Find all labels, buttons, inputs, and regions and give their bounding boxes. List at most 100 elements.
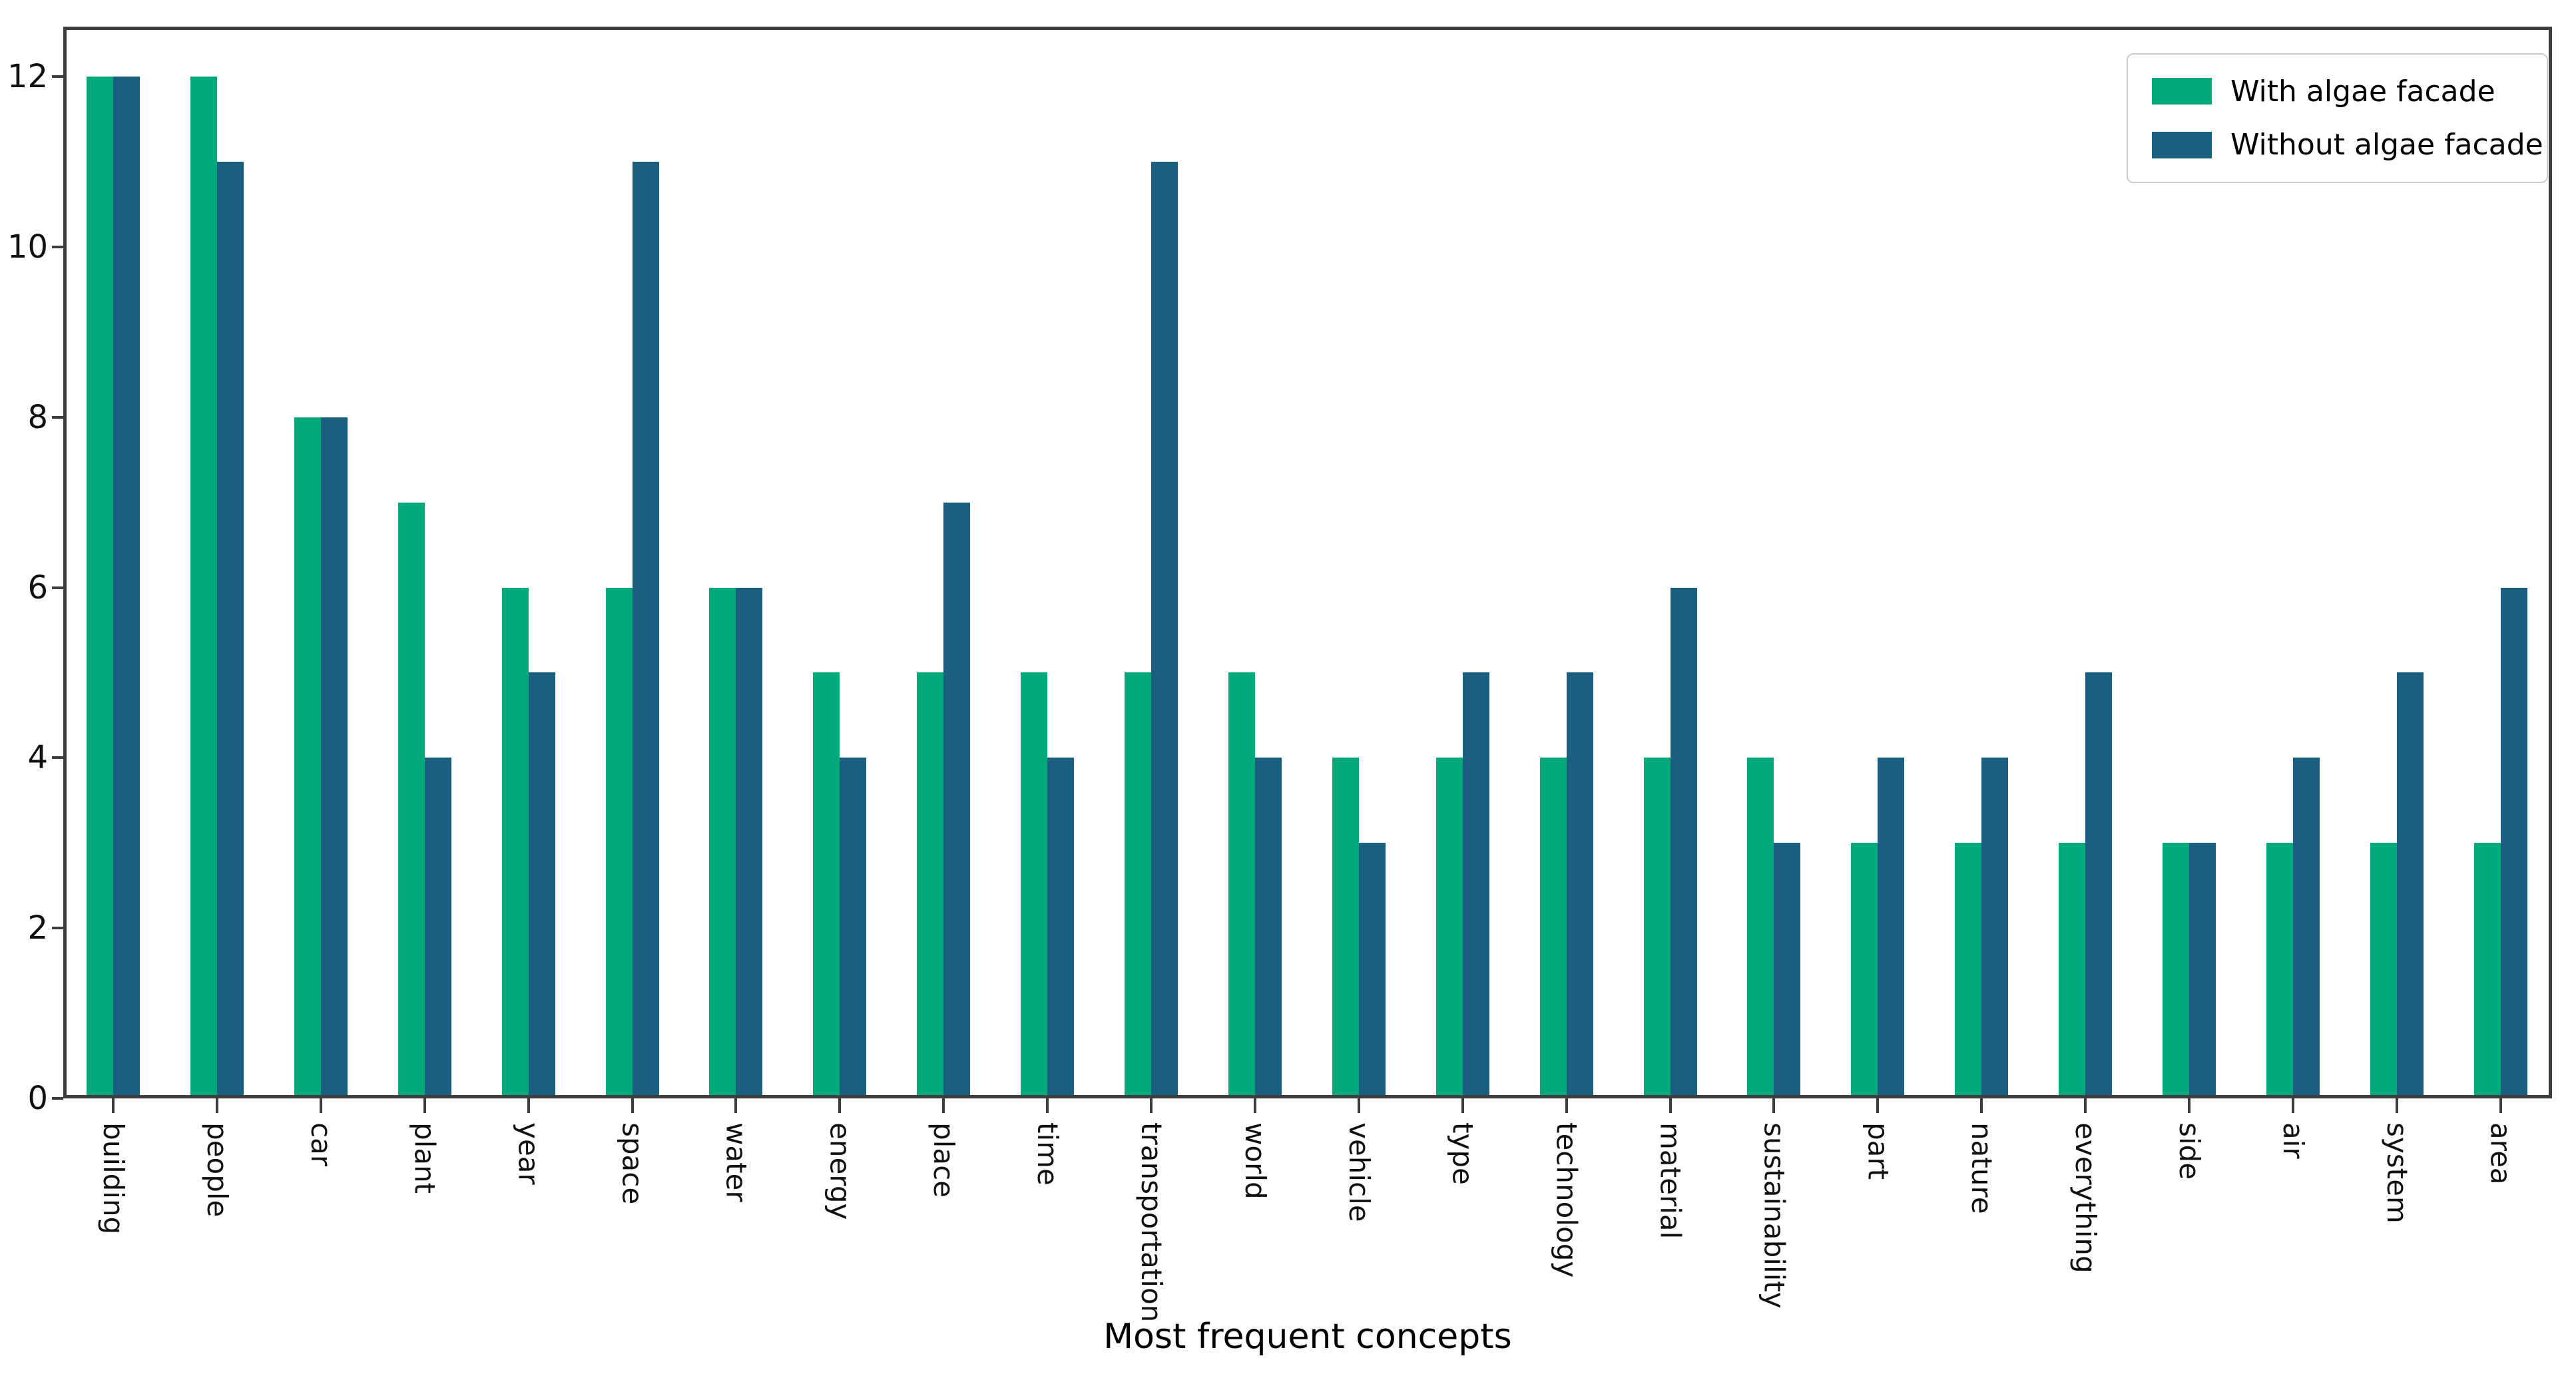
x-tick-label-air: air <box>2276 1122 2310 1159</box>
bar-without-algae-side <box>2189 843 2216 1098</box>
x-tick-label-material: material <box>1654 1122 1687 1240</box>
legend-label-with-algae: With algae facade <box>2230 74 2495 109</box>
y-tick-12 <box>52 75 63 78</box>
bar-without-algae-vehicle <box>1358 843 1386 1098</box>
y-tick-4 <box>52 756 63 759</box>
bar-with-algae-car <box>294 417 321 1098</box>
bar-with-algae-type <box>1435 758 1463 1098</box>
x-tick-side <box>2188 1098 2190 1113</box>
bar-with-algae-material <box>1643 758 1671 1098</box>
y-tick-label-12: 12 <box>7 58 48 95</box>
x-tick-label-plant: plant <box>408 1122 441 1194</box>
bar-without-algae-system <box>2396 672 2424 1098</box>
bar-without-algae-space <box>632 162 659 1098</box>
bar-without-algae-building <box>113 77 140 1098</box>
x-tick-label-energy: energy <box>824 1122 857 1220</box>
x-tick-label-side: side <box>2173 1122 2206 1180</box>
bar-with-algae-transportation <box>1125 672 1151 1098</box>
x-tick-label-sustainability: sustainability <box>1758 1122 1791 1309</box>
bar-without-algae-everything <box>2085 672 2113 1098</box>
legend-label-without-algae: Without algae facade <box>2230 128 2543 162</box>
bar-without-algae-sustainability <box>1774 843 1801 1098</box>
bar-with-algae-system <box>2370 843 2397 1098</box>
x-tick-label-space: space <box>616 1122 649 1205</box>
bar-without-algae-type <box>1462 672 1489 1098</box>
x-tick-sustainability <box>1772 1098 1776 1113</box>
bar-without-algae-year <box>528 672 555 1098</box>
x-tick-energy <box>838 1098 842 1113</box>
y-tick-label-6: 6 <box>27 569 48 606</box>
bar-without-algae-car <box>320 417 348 1098</box>
x-tick-year <box>527 1098 530 1113</box>
legend-swatch-with-algae <box>2152 78 2212 105</box>
bar-without-algae-technology <box>1566 672 1593 1098</box>
x-tick-label-water: water <box>720 1122 753 1202</box>
y-tick-10 <box>52 246 63 248</box>
bar-without-algae-material <box>1670 588 1697 1098</box>
x-tick-vehicle <box>1357 1098 1360 1113</box>
x-tick-label-part: part <box>1862 1122 1895 1180</box>
x-tick-water <box>734 1098 738 1113</box>
bar-with-algae-vehicle <box>1332 758 1359 1098</box>
bar-with-algae-year <box>501 588 529 1098</box>
bar-with-algae-technology <box>1539 758 1567 1098</box>
y-tick-8 <box>52 416 63 419</box>
bar-with-algae-space <box>605 588 633 1098</box>
x-tick-type <box>1461 1098 1464 1113</box>
x-tick-people <box>215 1098 218 1113</box>
x-tick-plant <box>423 1098 426 1113</box>
bar-with-algae-everything <box>2059 843 2086 1098</box>
x-tick-world <box>1253 1098 1256 1113</box>
x-tick-label-building: building <box>97 1122 130 1235</box>
x-tick-label-technology: technology <box>1550 1122 1583 1278</box>
x-tick-car <box>319 1098 322 1113</box>
bar-with-algae-place <box>917 672 944 1098</box>
bar-without-algae-place <box>943 503 971 1098</box>
bar-with-algae-building <box>87 77 113 1098</box>
bar-with-algae-side <box>2163 843 2189 1098</box>
y-tick-2 <box>52 927 63 929</box>
legend-entry-with-algae: With algae facade <box>2152 75 2547 109</box>
x-tick-material <box>1669 1098 1672 1113</box>
bar-without-algae-people <box>216 162 244 1098</box>
bar-without-algae-part <box>1878 758 1905 1098</box>
bar-without-algae-water <box>736 588 763 1098</box>
x-tick-everything <box>2084 1098 2087 1113</box>
x-tick-label-system: system <box>2380 1122 2414 1224</box>
x-tick-part <box>1876 1098 1880 1113</box>
x-tick-label-year: year <box>512 1122 545 1185</box>
x-tick-time <box>1046 1098 1049 1113</box>
bar-with-algae-people <box>190 77 217 1098</box>
x-tick-label-everything: everything <box>2069 1122 2103 1273</box>
x-tick-area <box>2499 1098 2502 1113</box>
bar-without-algae-air <box>2292 758 2320 1098</box>
x-tick-transportation <box>1150 1098 1153 1113</box>
plot-area <box>63 27 2552 1098</box>
x-tick-label-time: time <box>1031 1122 1065 1186</box>
y-tick-label-10: 10 <box>7 228 48 266</box>
x-tick-label-type: type <box>1446 1122 1479 1185</box>
y-tick-label-2: 2 <box>27 909 48 947</box>
x-tick-label-vehicle: vehicle <box>1342 1122 1376 1222</box>
x-tick-nature <box>1980 1098 1983 1113</box>
bar-with-algae-sustainability <box>1747 758 1774 1098</box>
legend-entry-without-algae: Without algae facade <box>2152 128 2547 162</box>
y-tick-6 <box>52 586 63 589</box>
x-tick-space <box>631 1098 634 1113</box>
bar-with-algae-air <box>2266 843 2293 1098</box>
x-tick-label-nature: nature <box>1965 1122 1999 1214</box>
y-tick-label-8: 8 <box>27 399 48 436</box>
bar-with-algae-part <box>1851 843 1878 1098</box>
legend: With algae facade Without algae facade <box>2127 53 2548 183</box>
x-tick-label-area: area <box>2484 1122 2517 1185</box>
x-tick-label-car: car <box>304 1122 338 1167</box>
bar-without-algae-energy <box>840 758 867 1098</box>
bar-with-algae-time <box>1021 672 1048 1098</box>
bar-with-algae-area <box>2473 843 2501 1098</box>
bar-with-algae-nature <box>1955 843 1982 1098</box>
x-tick-air <box>2291 1098 2294 1113</box>
x-tick-label-place: place <box>927 1122 961 1198</box>
bar-without-algae-transportation <box>1151 162 1178 1098</box>
legend-swatch-without-algae <box>2152 131 2212 158</box>
